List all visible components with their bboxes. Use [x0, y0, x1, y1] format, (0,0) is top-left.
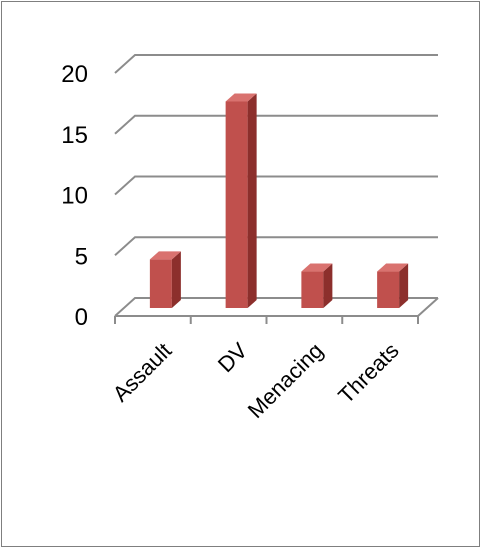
y-axis-tick-labels: 0 5 10 15 20	[61, 61, 88, 331]
gridline	[114, 236, 438, 256]
axes	[114, 297, 439, 324]
gridline	[114, 54, 438, 74]
gridline	[114, 114, 438, 135]
y-tick-label: 15	[61, 122, 88, 149]
bar-dv	[225, 93, 257, 308]
x-category-label: Menacing	[243, 338, 328, 423]
y-tick-label: 10	[61, 183, 88, 210]
bar-threats	[377, 263, 409, 308]
x-category-label: DV	[213, 338, 253, 378]
y-tick-label: 20	[61, 61, 88, 88]
bar-menacing	[301, 263, 333, 308]
x-category-label: Threats	[333, 338, 403, 408]
y-tick-label: 5	[75, 243, 88, 270]
bar-assault	[149, 251, 181, 308]
bars	[149, 93, 409, 308]
gridlines	[114, 54, 438, 317]
y-tick-label: 0	[75, 304, 88, 331]
x-category-label: Assault	[108, 338, 177, 407]
gridline	[114, 297, 438, 317]
gridline	[114, 175, 438, 196]
